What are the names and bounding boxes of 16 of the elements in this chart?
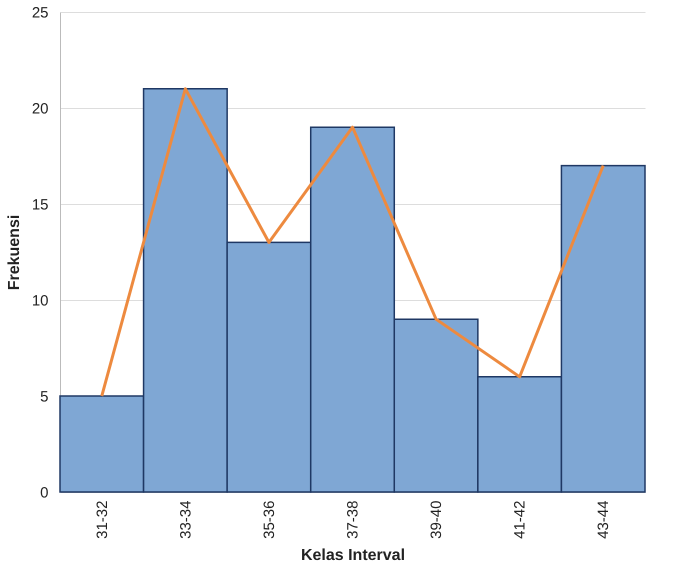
- line-series: [100, 87, 605, 398]
- y-tick-label: 15: [32, 196, 48, 214]
- x-tick-label: 31-32: [94, 500, 111, 539]
- y-axis-title: Frekuensi: [6, 214, 23, 290]
- y-tick-label: 20: [32, 100, 48, 118]
- x-tick-label: 37-38: [344, 500, 362, 539]
- x-tick-label: 43-44: [595, 500, 612, 539]
- x-tick-label: 33-34: [177, 500, 194, 539]
- y-tick-label: 25: [32, 4, 48, 22]
- y-tick-label: 10: [32, 292, 48, 310]
- x-tick-label: 35-36: [260, 500, 278, 539]
- y-tick-label: 5: [40, 388, 48, 406]
- x-axis-title: Kelas Interval: [300, 546, 406, 564]
- y-tick-label: 0: [40, 484, 48, 502]
- x-tick-label: 39-40: [428, 500, 446, 539]
- x-tick-label: 41-42: [512, 500, 529, 539]
